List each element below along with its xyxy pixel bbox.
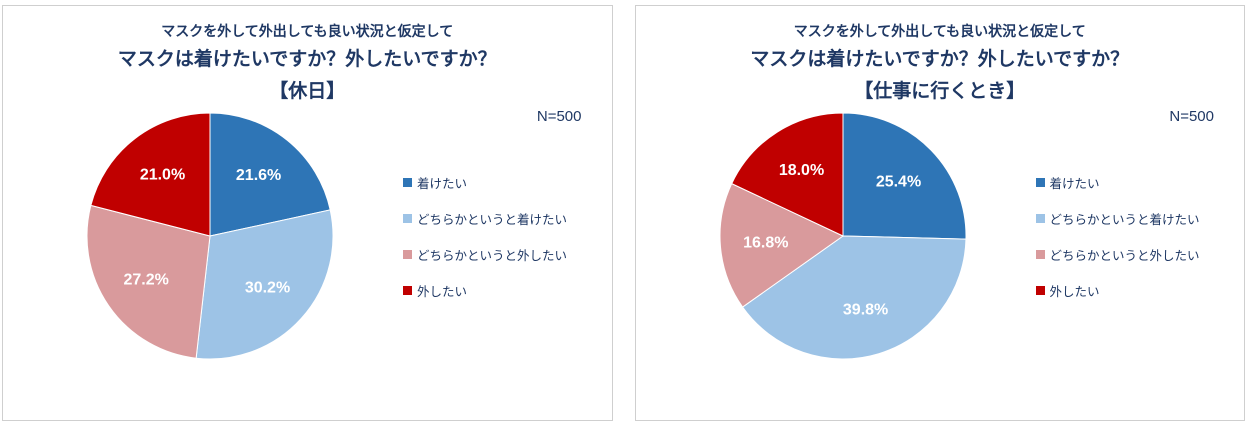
legend-swatch-icon (403, 249, 412, 259)
pie-data-label: 25.4% (875, 174, 920, 191)
pie-data-label: 27.2% (124, 272, 169, 289)
legend-item: 着けたい (1035, 173, 1200, 192)
legend-item: 着けたい (403, 173, 567, 192)
legend-work: 着けたいどちらかというと着けたい どちらかというと外したい 外したい (1035, 173, 1200, 300)
legend-label: 外したい (417, 284, 468, 299)
legend-swatch-icon (403, 177, 412, 187)
legend-item: どちらかというと外したい (1035, 245, 1200, 264)
legend-label: 着けたい (1049, 176, 1100, 191)
chart-panel-work: マスクを外して外出しても良い状況と仮定して マスクは着けたいですか？外したいです… (634, 5, 1245, 421)
chart-title-block: マスクを外して外出しても良い状況と仮定して マスクは着けたいですか？外したいです… (636, 6, 1245, 103)
pie-data-label: 21.6% (236, 168, 281, 185)
chart-subtitle: マスクを外して外出しても良い状況と仮定して (793, 23, 1086, 39)
sample-size-label: N=500 (1169, 108, 1214, 125)
sample-size-label: N=500 (536, 108, 582, 125)
pie-chart-holiday: 21.6% 30.2% 27.2% 21.0% (86, 112, 334, 360)
pie-data-label: 18.0% (778, 162, 823, 179)
chart-title-block: マスクを外して外出しても良い状況と仮定して マスクは着けたいですか？外したいです… (3, 6, 612, 103)
legend-label: 着けたい (417, 176, 468, 191)
legend-swatch-icon (403, 213, 412, 223)
pie-slice-0 (209, 112, 331, 238)
pie-slice-1 (195, 209, 334, 360)
legend-holiday: 着けたいどちらかというと着けたい どちらかというと外したい 外したい (403, 173, 567, 300)
chart-title: マスクは着けたいですか？外したいですか？ (750, 48, 1130, 70)
legend-label: どちらかというと外したい (417, 248, 568, 263)
pie-chart-work: 25.4% 39.8% 16.8% 18.0% (719, 112, 966, 360)
chart-category-label: 【休日】 (269, 80, 346, 102)
legend-item: どちらかというと着けたい (403, 209, 567, 228)
chart-area: 25.4% 39.8% 16.8% 18.0% 着けたいどちらかというと着けたい どちら… (636, 105, 1245, 367)
legend-label: どちらかというと着けたい (1049, 212, 1200, 227)
legend-swatch-icon (403, 285, 412, 295)
pie-data-label: 39.8% (842, 302, 887, 319)
pie-slice-2 (86, 205, 211, 360)
legend-label: どちらかというと外したい (1049, 248, 1200, 263)
pie-slice-3 (90, 112, 211, 238)
pie-data-label: 30.2% (245, 280, 290, 297)
pie-slice-3 (730, 112, 843, 238)
chart-category-label: 【仕事に行くとき】 (854, 80, 1026, 102)
legend-item: どちらかというと外したい (403, 245, 567, 264)
chart-title: マスクは着けたいですか？外したいですか？ (117, 48, 497, 70)
pie-data-label: 21.0% (140, 167, 185, 184)
legend-swatch-icon (1035, 213, 1045, 223)
chart-area: 21.6% 30.2% 27.2% 21.0% 着けたいどちらかというと着けたい どちら… (3, 105, 612, 367)
legend-label: 外したい (1049, 284, 1100, 299)
legend-swatch-icon (1035, 249, 1045, 259)
legend-label: どちらかというと着けたい (417, 212, 568, 227)
legend-item: 外したい (1035, 281, 1200, 300)
chart-panel-holiday: マスクを外して外出しても良い状況と仮定して マスクは着けたいですか？外したいです… (2, 5, 613, 421)
pie-slice-0 (842, 112, 966, 240)
legend-swatch-icon (1035, 285, 1045, 295)
pie-slice-2 (719, 183, 844, 309)
pie-data-label: 16.8% (743, 235, 788, 252)
legend-item: 外したい (403, 281, 567, 300)
legend-item: どちらかというと着けたい (1035, 209, 1200, 228)
pie-slice-1 (741, 235, 966, 360)
chart-subtitle: マスクを外して外出しても良い状況と仮定して (161, 23, 454, 39)
legend-swatch-icon (1035, 177, 1045, 187)
